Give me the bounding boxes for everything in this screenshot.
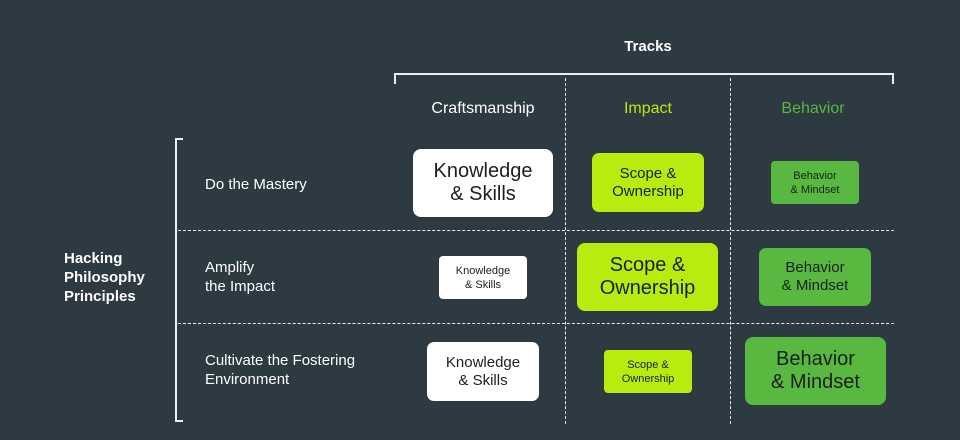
column-header-behavior: Behavior [781, 100, 845, 117]
cell-scope-ownership-r2: Scope & Ownership [577, 243, 718, 311]
cell-scope-ownership-r3: Scope & Ownership [604, 350, 692, 393]
grid-divider-horizontal-2 [178, 323, 894, 324]
cell-behavior-mindset-r3: Behavior & Mindset [745, 337, 886, 405]
cell-knowledge-skills-r3: Knowledge & Skills [427, 342, 539, 401]
cell-knowledge-skills-r1: Knowledge & Skills [413, 149, 553, 217]
cell-behavior-mindset-r2: Behavior & Mindset [759, 248, 871, 306]
column-header-impact: Impact [623, 100, 672, 117]
grid-divider-vertical-2 [730, 78, 731, 424]
row-header-amplify-the-impact: Amplify the Impact [205, 259, 276, 295]
cell-scope-ownership-r1: Scope & Ownership [592, 153, 704, 212]
row-header-cultivate-environment: Cultivate the Fostering Environment [205, 352, 356, 388]
column-header-craftsmanship: Craftsmanship [431, 100, 535, 117]
grid-divider-horizontal-1 [178, 230, 894, 231]
tracks-title: Tracks [624, 38, 672, 55]
cell-knowledge-skills-r2: Knowledge & Skills [439, 256, 527, 299]
principles-title: Hacking Philosophy Principles [64, 250, 145, 305]
grid-divider-vertical-1 [565, 78, 566, 424]
row-header-do-the-mastery: Do the Mastery [205, 176, 307, 193]
cell-behavior-mindset-r1: Behavior & Mindset [771, 161, 859, 204]
